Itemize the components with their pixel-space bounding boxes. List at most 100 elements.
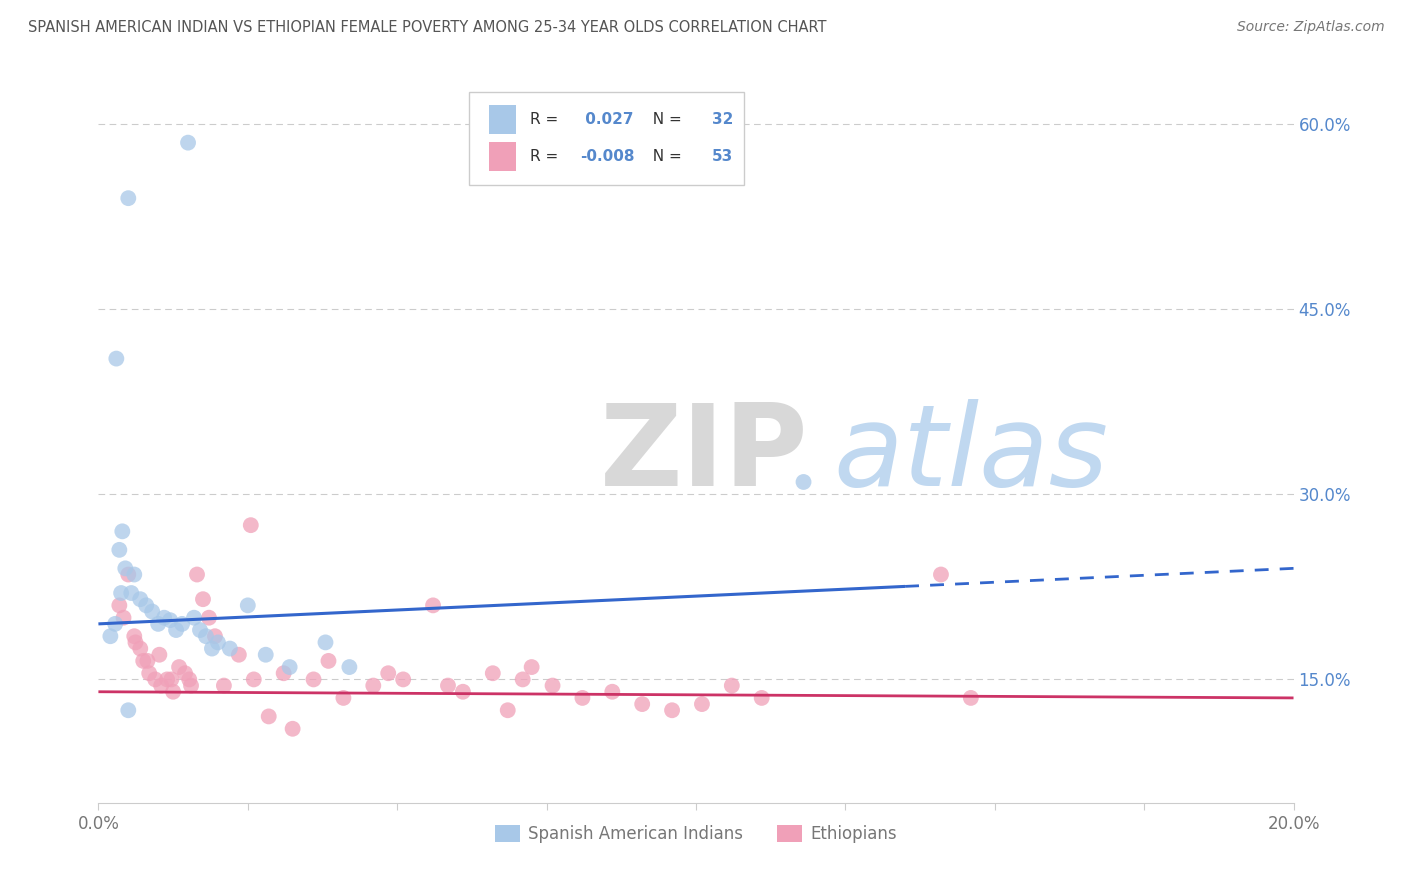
Point [278, 660, 301, 674]
Point [98, 629, 122, 643]
Point [363, 679, 385, 693]
Point [496, 703, 519, 717]
Point [302, 673, 325, 687]
Point [143, 673, 166, 687]
Point [112, 610, 135, 624]
Point [162, 685, 184, 699]
Point [108, 599, 131, 613]
Point [392, 673, 415, 687]
Point [105, 351, 128, 366]
Point [520, 660, 543, 674]
Text: R =: R = [530, 149, 562, 164]
Point [177, 136, 200, 150]
Point [114, 561, 136, 575]
Point [174, 666, 197, 681]
Point [793, 475, 815, 489]
Point [236, 599, 259, 613]
Point [929, 567, 952, 582]
Point [156, 673, 179, 687]
Point [315, 635, 337, 649]
Point [110, 586, 132, 600]
Point [377, 666, 399, 681]
Point [148, 616, 170, 631]
Point [512, 673, 534, 687]
Text: ZIP: ZIP [600, 400, 808, 510]
FancyBboxPatch shape [489, 143, 516, 170]
Text: 53: 53 [711, 149, 733, 164]
FancyBboxPatch shape [470, 92, 744, 185]
Text: 0.027: 0.027 [581, 112, 634, 127]
Text: atlas: atlas [834, 400, 1108, 510]
Point [257, 709, 280, 723]
Text: SPANISH AMERICAN INDIAN VS ETHIOPIAN FEMALE POVERTY AMONG 25-34 YEAR OLDS CORREL: SPANISH AMERICAN INDIAN VS ETHIOPIAN FEM… [28, 20, 827, 35]
Point [228, 648, 250, 662]
Point [602, 685, 624, 699]
Point [212, 679, 235, 693]
Point [129, 592, 152, 607]
Point [239, 518, 262, 533]
Point [422, 599, 444, 613]
Point [160, 673, 183, 687]
Point [273, 666, 295, 681]
Point [108, 542, 131, 557]
Point [141, 605, 163, 619]
Point [219, 641, 242, 656]
Point [207, 635, 229, 649]
Point [751, 690, 773, 705]
Point [120, 586, 142, 600]
Text: Source: ZipAtlas.com: Source: ZipAtlas.com [1237, 20, 1385, 34]
Text: 32: 32 [711, 112, 733, 127]
Point [138, 666, 160, 681]
Point [281, 722, 304, 736]
Point [201, 641, 224, 656]
Point [172, 616, 194, 631]
Point [541, 679, 564, 693]
Point [195, 629, 218, 643]
Point [148, 648, 170, 662]
Point [153, 610, 176, 624]
Point [188, 623, 211, 637]
Point [690, 697, 713, 711]
Point [204, 629, 226, 643]
Point [254, 648, 277, 662]
Legend: Spanish American Indians, Ethiopians: Spanish American Indians, Ethiopians [488, 819, 904, 850]
Point [117, 191, 139, 205]
Point [186, 567, 208, 582]
Point [165, 623, 187, 637]
Point [481, 666, 505, 681]
Point [661, 703, 683, 717]
Point [571, 690, 593, 705]
Text: N =: N = [644, 149, 688, 164]
Point [437, 679, 460, 693]
Point [318, 654, 340, 668]
Point [124, 567, 146, 582]
Point [111, 524, 134, 539]
FancyBboxPatch shape [489, 105, 516, 134]
Point [451, 685, 474, 699]
Point [198, 610, 221, 624]
Point [150, 679, 173, 693]
Point [129, 641, 152, 656]
Point [104, 616, 127, 631]
Point [179, 673, 201, 687]
Text: R =: R = [530, 112, 562, 127]
Point [124, 629, 146, 643]
Point [132, 654, 155, 668]
Point [180, 679, 202, 693]
Point [191, 592, 214, 607]
Point [124, 635, 146, 649]
Point [135, 599, 157, 613]
Point [243, 673, 266, 687]
Point [159, 613, 181, 627]
Point [183, 610, 205, 624]
Point [167, 660, 190, 674]
Point [117, 703, 139, 717]
Point [960, 690, 983, 705]
Point [117, 567, 139, 582]
Point [136, 654, 159, 668]
Point [631, 697, 654, 711]
Point [721, 679, 744, 693]
Point [332, 690, 354, 705]
Text: -0.008: -0.008 [581, 149, 634, 164]
Text: N =: N = [644, 112, 688, 127]
